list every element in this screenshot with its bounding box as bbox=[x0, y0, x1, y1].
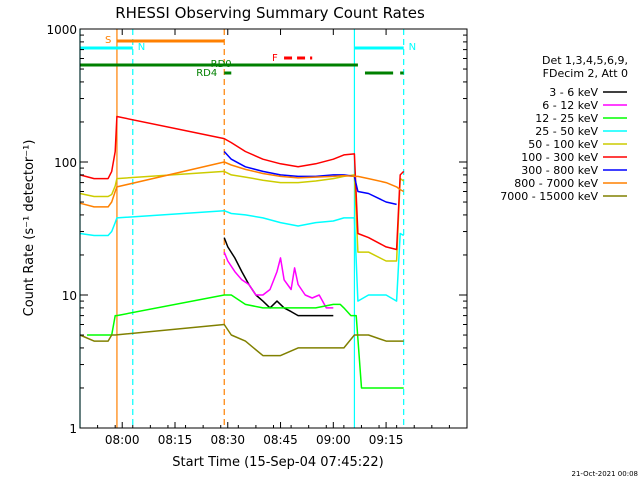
state-bar-label-2: N bbox=[409, 42, 416, 53]
x-tick-label-5: 09:15 bbox=[369, 433, 404, 447]
x-axis-title: Start Time (15-Sep-04 07:45:22) bbox=[172, 455, 383, 470]
x-axis: 08:00 08:15 08:30 08:45 09:00 09:15 bbox=[79, 29, 468, 447]
legend-label-7: 800 - 7000 keV bbox=[514, 177, 598, 190]
series-lines bbox=[79, 115, 405, 389]
series-line-3 bbox=[79, 209, 405, 302]
legend-label-2: 12 - 25 keV bbox=[535, 112, 598, 125]
legend: Det 1,3,4,5,6,9,FDecim 2, Att 0 3 - 6 keV… bbox=[500, 54, 628, 203]
series-line-8 bbox=[79, 323, 404, 357]
series-line-7 bbox=[79, 161, 405, 208]
legend-header-0: Det 1,3,4,5,6,9, bbox=[542, 54, 628, 67]
x-tick-label-4: 09:00 bbox=[316, 433, 351, 447]
y-tick-label-1: 10 bbox=[62, 289, 77, 303]
series-line-5 bbox=[79, 115, 405, 251]
y-axis: 1 10 100 1000 bbox=[46, 23, 467, 436]
state-bar-label-5: RD4 bbox=[196, 68, 217, 79]
state-bar-label-0: S bbox=[105, 35, 111, 46]
legend-label-1: 6 - 12 keV bbox=[542, 99, 598, 112]
legend-label-5: 100 - 300 keV bbox=[521, 151, 598, 164]
series-line-2 bbox=[87, 294, 404, 389]
y-axis-title: Count Rate (s⁻¹ detector⁻¹) bbox=[22, 140, 37, 317]
footer-timestamp: 21-Oct-2021 00:08 bbox=[572, 470, 638, 478]
series-line-4 bbox=[79, 170, 405, 262]
y-tick-label-0: 1 bbox=[69, 422, 77, 436]
x-tick-label-1: 08:15 bbox=[158, 433, 193, 447]
series-line-6 bbox=[223, 150, 397, 206]
x-tick-label-3: 08:45 bbox=[263, 433, 298, 447]
state-bar-label-4: RD0 bbox=[211, 59, 232, 70]
x-tick-label-0: 08:00 bbox=[105, 433, 140, 447]
legend-label-8: 7000 - 15000 keV bbox=[500, 190, 598, 203]
y-tick-label-3: 1000 bbox=[46, 23, 77, 37]
legend-header-1: FDecim 2, Att 0 bbox=[543, 67, 628, 80]
series-line-1 bbox=[223, 251, 334, 309]
legend-label-3: 25 - 50 keV bbox=[535, 125, 598, 138]
series-line-0 bbox=[223, 237, 334, 317]
legend-label-4: 50 - 100 keV bbox=[528, 138, 598, 151]
legend-label-0: 3 - 6 keV bbox=[549, 86, 598, 99]
plot-frame bbox=[79, 28, 468, 429]
y-tick-label-2: 100 bbox=[54, 156, 77, 170]
state-bar-label-1: N bbox=[138, 42, 145, 53]
x-tick-label-2: 08:30 bbox=[210, 433, 245, 447]
legend-label-6: 300 - 800 keV bbox=[521, 164, 598, 177]
state-bar-label-3: F bbox=[272, 53, 278, 64]
chart-title: RHESSI Observing Summary Count Rates bbox=[115, 4, 425, 22]
